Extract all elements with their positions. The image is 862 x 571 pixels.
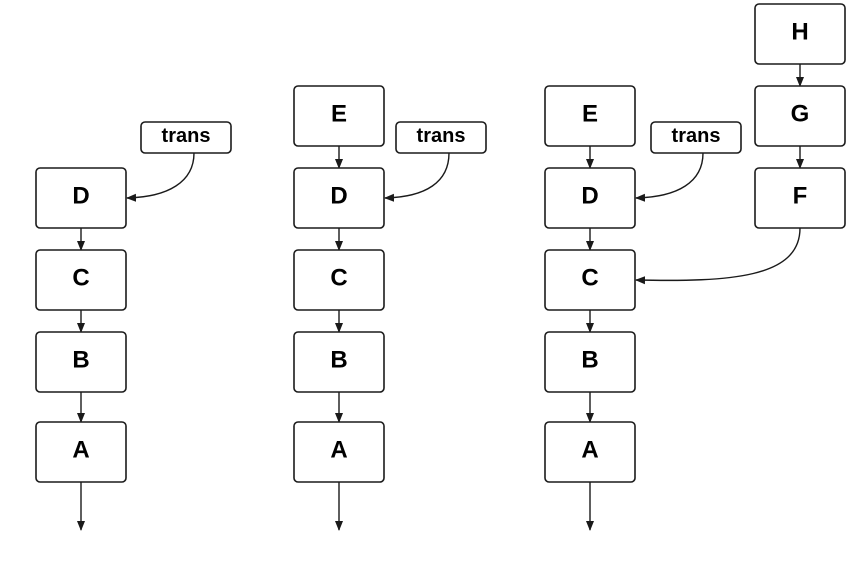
column-2: E trans D C B A	[293, 85, 487, 531]
node-e: E	[544, 85, 636, 147]
node-e: E	[293, 85, 385, 147]
node-label: A	[330, 437, 347, 464]
node-label: B	[330, 347, 347, 374]
node-label: A	[581, 437, 598, 464]
node-b: B	[544, 331, 636, 393]
node-label: H	[791, 19, 808, 46]
node-b: B	[293, 331, 385, 393]
node-label: D	[581, 183, 598, 210]
node-g: G	[754, 85, 846, 147]
node-label: trans	[417, 125, 466, 147]
node-c: C	[35, 249, 127, 311]
node-c: C	[544, 249, 636, 311]
node-h: H	[754, 3, 846, 65]
column-3: E trans D C B A H G	[544, 3, 846, 531]
node-label: E	[331, 101, 347, 128]
node-a: A	[293, 421, 385, 483]
node-label: trans	[672, 125, 721, 147]
node-trans: trans	[140, 121, 232, 154]
node-d: D	[544, 167, 636, 229]
node-label: B	[581, 347, 598, 374]
edge-trans-to-d	[384, 152, 450, 202]
node-b: B	[35, 331, 127, 393]
node-label: trans	[162, 125, 211, 147]
node-label: C	[581, 265, 598, 292]
node-d: D	[35, 167, 127, 229]
node-c: C	[293, 249, 385, 311]
node-trans: trans	[395, 121, 487, 154]
node-label: D	[72, 183, 89, 210]
node-label: B	[72, 347, 89, 374]
node-d: D	[293, 167, 385, 229]
node-label: D	[330, 183, 347, 210]
node-a: A	[544, 421, 636, 483]
node-label: C	[72, 265, 89, 292]
node-label: G	[791, 101, 810, 128]
edge-trans-to-d	[126, 152, 195, 202]
node-label: F	[793, 183, 808, 210]
node-a: A	[35, 421, 127, 483]
edge-f-to-c	[635, 227, 801, 285]
node-label: A	[72, 437, 89, 464]
node-f: F	[754, 167, 846, 229]
node-label: E	[582, 101, 598, 128]
node-trans: trans	[650, 121, 742, 154]
column-1: trans D C B A	[35, 121, 232, 531]
node-label: C	[330, 265, 347, 292]
edge-trans-to-d	[635, 152, 704, 202]
